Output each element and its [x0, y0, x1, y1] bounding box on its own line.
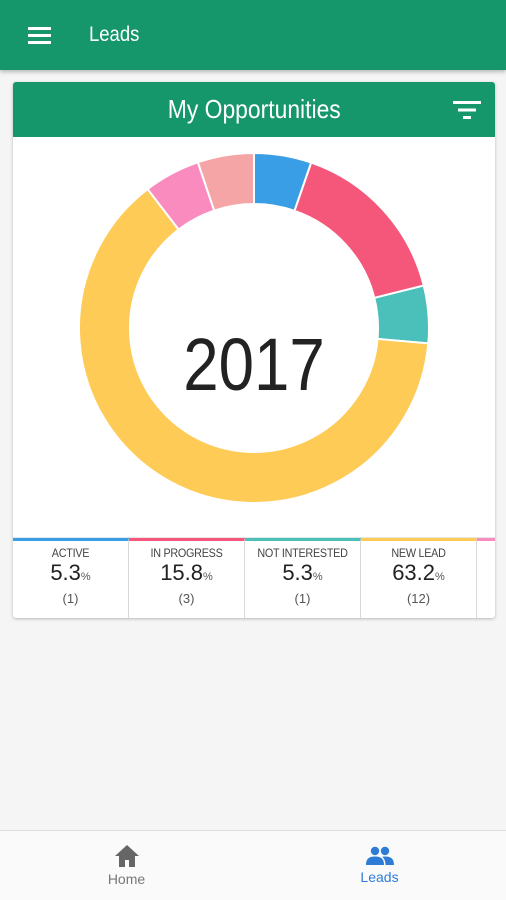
legend-percent-value: 5.3	[50, 560, 81, 585]
opportunities-card: My Opportunities 2017 ACTIVE 5.3% (1) IN PR…	[13, 82, 495, 618]
legend-percent: 63.2%	[361, 561, 476, 589]
legend-label: ACTIVE	[51, 546, 90, 560]
people-icon	[365, 846, 394, 865]
legend-item[interactable]: NOT INTERESTED 5.3% (1)	[245, 538, 361, 618]
menu-button[interactable]	[0, 0, 80, 70]
page-title: Leads	[89, 23, 140, 46]
legend-item[interactable]: IN PROGRESS 15.8% (3)	[129, 538, 245, 618]
chart-center-label: 2017	[183, 323, 325, 406]
legend-percent-unit: %	[203, 571, 213, 583]
legend-count: (1)	[62, 591, 79, 606]
filter-button[interactable]	[453, 96, 481, 124]
legend-percent-unit: %	[435, 571, 445, 583]
legend-percent-unit: %	[80, 571, 91, 583]
donut-slice-new-lead[interactable]	[78, 187, 430, 504]
home-icon	[114, 845, 139, 867]
legend-percent: 5.3%	[245, 561, 360, 589]
donut-svg	[78, 151, 430, 504]
card-title: My Opportunities	[167, 94, 341, 124]
card-header: My Opportunities	[13, 82, 495, 137]
legend-item[interactable]: NEW LEAD 63.2% (12)	[361, 538, 477, 618]
legend-percent-value: 63.2	[392, 560, 436, 585]
legend-label: IN PROGRESS	[150, 546, 223, 560]
nav-leads[interactable]: Leads	[253, 831, 506, 900]
legend-count: (3)	[178, 591, 195, 606]
donut-slice-other-5[interactable]	[196, 151, 255, 212]
app-bar: Leads	[0, 0, 506, 70]
legend-percent-unit: %	[312, 571, 323, 583]
hamburger-icon	[28, 27, 51, 44]
nav-home[interactable]: Home	[0, 831, 253, 900]
donut-slice-in-progress[interactable]	[293, 161, 425, 300]
legend-label: NEW LEAD	[391, 546, 446, 560]
nav-leads-label: Leads	[360, 869, 399, 885]
legend-percent: 15.8%	[129, 561, 244, 589]
legend-count: (12)	[406, 591, 431, 606]
donut-chart[interactable]: 2017	[13, 137, 495, 535]
legend-percent-value: 15.8	[160, 560, 204, 585]
bottom-navigation: Home Leads	[0, 830, 506, 900]
nav-home-label: Home	[107, 871, 146, 887]
legend-label: NOT INTERESTED	[257, 546, 348, 560]
legend-item[interactable]	[477, 538, 495, 618]
legend-count: (1)	[294, 591, 311, 606]
filter-icon	[453, 101, 481, 119]
legend-percent-value: 5.3	[282, 560, 313, 585]
legend-item[interactable]: ACTIVE 5.3% (1)	[13, 538, 129, 618]
legend-percent: 5.3%	[13, 561, 128, 589]
chart-legend: ACTIVE 5.3% (1) IN PROGRESS 15.8% (3) NOT INTE…	[13, 537, 495, 618]
